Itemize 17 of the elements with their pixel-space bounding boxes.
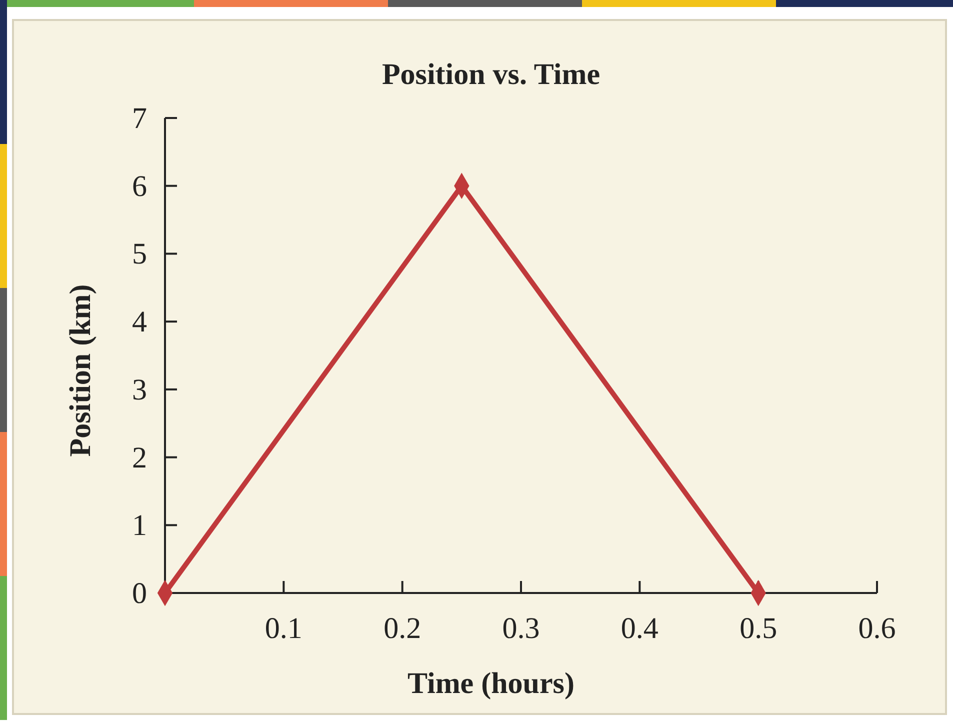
y-tick-label: 6: [132, 170, 147, 203]
y-tick-label: 7: [132, 102, 147, 135]
x-tick-label: 0.6: [858, 612, 896, 645]
y-tick-label: 4: [132, 306, 147, 339]
y-tick-label: 2: [132, 441, 147, 474]
y-axis-title: Position (km): [64, 284, 97, 457]
x-tick-label: 0.4: [620, 612, 658, 645]
y-tick-label: 3: [132, 373, 147, 406]
y-tick-label: 5: [132, 238, 147, 271]
x-axis-title: Time (hours): [408, 667, 574, 700]
y-tick-label: 1: [132, 509, 147, 542]
x-tick-label: 0.3: [502, 612, 540, 645]
x-tick-label: 0.1: [264, 612, 302, 645]
y-tick-label: 0: [132, 577, 147, 610]
x-tick-label: 0.2: [384, 612, 422, 645]
x-tick-label: 0.5: [740, 612, 778, 645]
chart-title: Position vs. Time: [382, 58, 600, 91]
